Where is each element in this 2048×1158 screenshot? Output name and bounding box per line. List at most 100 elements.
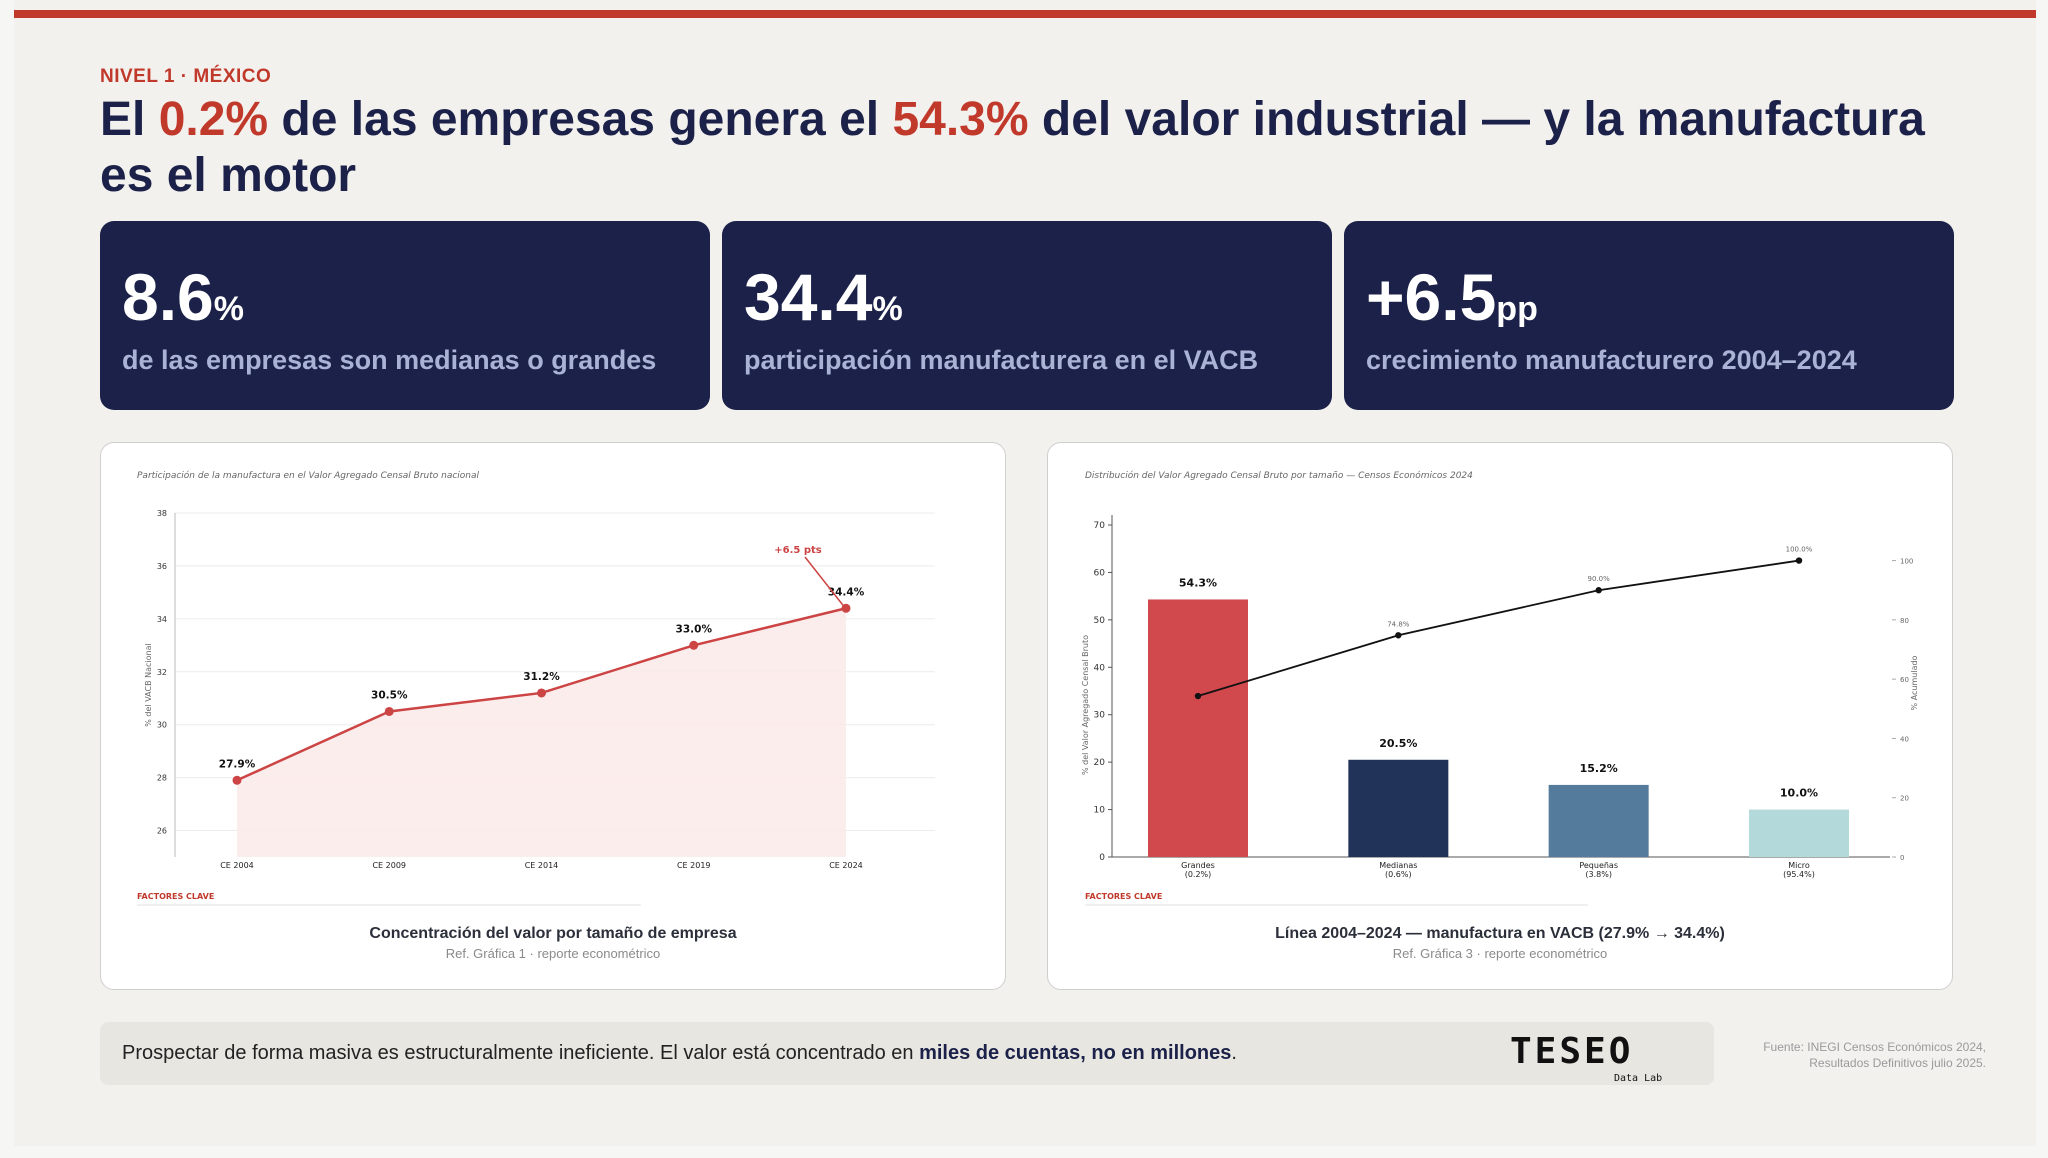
x-tick-sublabel: (3.8%) [1585, 870, 1612, 879]
x-tick-label: CE 2024 [829, 861, 863, 870]
cumulative-label: 90.0% [1588, 575, 1611, 583]
area-fill [237, 608, 846, 857]
cumulative-point [1795, 557, 1803, 564]
x-tick-label: Pequeñas [1579, 861, 1618, 870]
y-tick-label: 0 [1099, 853, 1105, 863]
y-tick-label: 28 [157, 774, 167, 783]
bar [1348, 759, 1449, 857]
kpi-number: 34.4 [744, 260, 873, 334]
data-label: 34.4% [828, 586, 865, 598]
y-axis-label: % del VACB Nacional [144, 643, 153, 726]
y2-tick-label: 100 [1900, 558, 1913, 566]
y2-tick-label: 0 [1900, 854, 1904, 862]
logo-subtitle: Data Lab [1614, 1073, 1663, 1084]
title-part-2: de las empresas genera el [268, 93, 893, 146]
x-tick-sublabel: (0.2%) [1185, 870, 1212, 879]
data-label: 31.2% [523, 671, 560, 683]
data-point [689, 640, 699, 650]
annotation-arrow [804, 556, 844, 606]
y-axis-label: % del Valor Agregado Censal Bruto [1081, 635, 1090, 775]
y2-tick-label: 60 [1900, 676, 1909, 684]
y2-tick-label: 20 [1900, 795, 1909, 803]
y-tick-label: 10 [1094, 806, 1106, 816]
cumulative-line [1197, 559, 1800, 697]
bar [1548, 784, 1649, 857]
y-tick-label: 60 [1094, 568, 1106, 578]
cumulative-point [1395, 632, 1402, 639]
kpi-number: +6.5 [1366, 260, 1497, 334]
y-tick-label: 50 [1094, 616, 1106, 626]
y-tick-label: 40 [1094, 663, 1106, 673]
chart-footnote: FACTORES CLAVE [1085, 892, 1162, 901]
kpi-card-manufactura: 34.4% participación manufacturera en el … [722, 221, 1332, 410]
x-tick-label: CE 2014 [525, 861, 559, 870]
source-line-2: Resultados Definitivos julio 2025. [1809, 1056, 1986, 1070]
y-tick-label: 32 [157, 668, 167, 677]
footer-text-end: . [1231, 1042, 1237, 1064]
bar [1749, 809, 1849, 857]
y-tick-label: 36 [157, 562, 167, 571]
x-tick-label: CE 2004 [220, 861, 254, 870]
x-tick-label: Medianas [1379, 861, 1417, 870]
x-tick-label: CE 2009 [372, 861, 406, 870]
cumulative-label: 100.0% [1786, 546, 1813, 554]
bar [1148, 599, 1248, 857]
annotation-label: +6.5 pts [774, 545, 822, 556]
data-point [537, 688, 546, 698]
x-tick-sublabel: (0.6%) [1385, 870, 1412, 879]
data-point [841, 603, 851, 613]
kpi-unit: % [213, 290, 244, 328]
top-accent-bar [14, 10, 2036, 18]
chart-card-bar: Distribución del Valor Agregado Censal B… [1047, 442, 1953, 990]
kpi-card-crecimiento: +6.5pp crecimiento manufacturero 2004–20… [1344, 221, 1954, 410]
title-highlight-1: 0.2% [158, 93, 269, 146]
data-label: 54.3% [1179, 576, 1217, 589]
kpi-description: participación manufacturera en el VACB [744, 345, 1259, 375]
bar-chart: Distribución del Valor Agregado Censal B… [1081, 470, 1919, 906]
eyebrow-label: NIVEL 1 · MÉXICO [100, 66, 272, 87]
source-note: Fuente: INEGI Censos Económicos 2024, Re… [1714, 1039, 1986, 1071]
kpi-description: de las empresas son medianas o grandes [122, 345, 657, 375]
y2-tick-label: 80 [1900, 617, 1909, 625]
kpi-unit: pp [1496, 290, 1538, 328]
footer-text-bold: miles de cuentas, no en millones [919, 1042, 1232, 1064]
title-part-3: del valor industrial — y la manufactura … [100, 93, 1925, 202]
chart-reference: Ref. Gráfica 3 · reporte econométrico [1392, 946, 1608, 961]
kpi-value: 8.6% [122, 259, 244, 347]
y-tick-label: 38 [157, 509, 167, 518]
data-label: 10.0% [1780, 787, 1818, 800]
page-title: El 0.2% de las empresas genera el 54.3% … [100, 92, 1960, 204]
data-label: 33.0% [676, 623, 713, 635]
data-label: 30.5% [371, 689, 408, 701]
source-line-1: Fuente: INEGI Censos Económicos 2024, [1763, 1040, 1986, 1054]
data-point [232, 775, 242, 785]
chart-subtitle: Participación de la manufactura en el Va… [137, 470, 480, 481]
kpi-description: crecimiento manufacturero 2004–2024 [1366, 345, 1857, 375]
data-label: 20.5% [1379, 737, 1417, 750]
y-tick-label: 34 [157, 615, 167, 624]
title-highlight-2: 54.3% [892, 93, 1029, 146]
y-tick-label: 30 [1094, 711, 1106, 721]
y2-axis-label: % Acumulado [1910, 655, 1919, 710]
chart-card-line: Participación de la manufactura en el Va… [100, 442, 1006, 990]
chart-reference: Ref. Gráfica 1 · reporte econométrico [445, 946, 661, 961]
footer-text-plain: Prospectar de forma masiva es estructura… [122, 1042, 920, 1064]
y2-tick-label: 40 [1900, 735, 1909, 743]
y-tick-label: 30 [157, 721, 167, 730]
footer-callout: Prospectar de forma masiva es estructura… [100, 1022, 1714, 1085]
x-tick-label: Grandes [1181, 861, 1215, 870]
kpi-number: 8.6 [122, 260, 214, 334]
chart-footnote: FACTORES CLAVE [137, 892, 214, 901]
logo-wordmark: TESEO [1510, 1031, 1634, 1072]
kpi-value: 34.4% [744, 259, 903, 347]
y-tick-label: 70 [1094, 521, 1106, 531]
y-tick-label: 26 [157, 827, 167, 836]
x-tick-sublabel: (95.4%) [1783, 870, 1815, 879]
data-label: 27.9% [219, 758, 256, 770]
slide: NIVEL 1 · MÉXICO El 0.2% de las empresas… [14, 0, 2036, 1146]
x-tick-label: Micro [1788, 861, 1810, 870]
y-tick-label: 20 [1094, 758, 1106, 768]
line-chart: Participación de la manufactura en el Va… [137, 470, 935, 906]
cumulative-label: 74.8% [1387, 620, 1410, 628]
title-part-1: El [100, 93, 159, 146]
